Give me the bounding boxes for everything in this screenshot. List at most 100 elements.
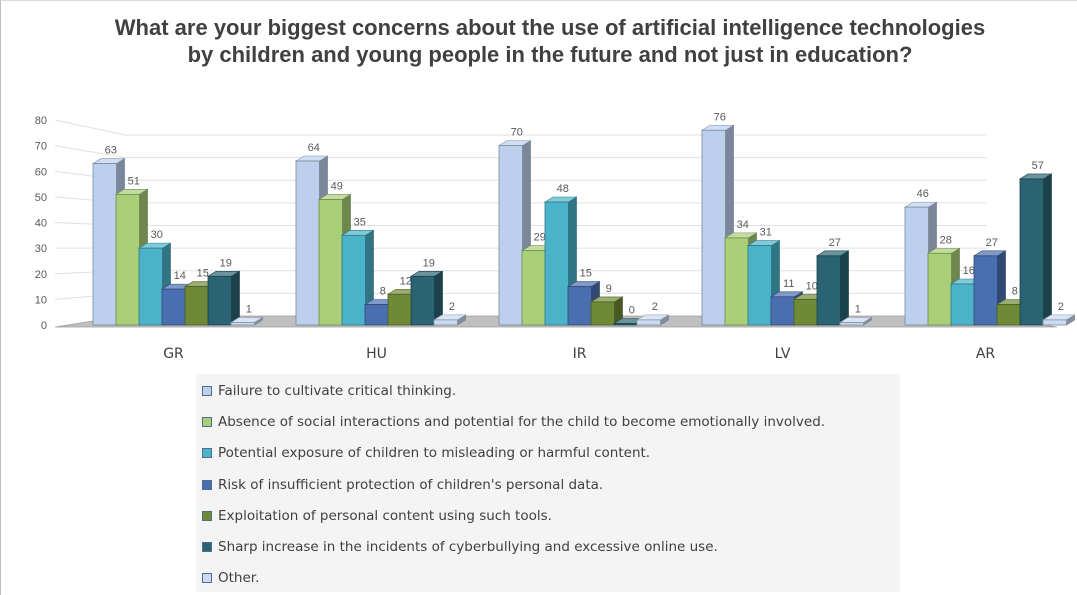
data-label: 2 <box>1058 301 1064 313</box>
data-label: 30 <box>151 229 163 241</box>
legend-swatch <box>202 510 212 521</box>
legend-swatch <box>202 479 212 490</box>
data-label: 19 <box>220 257 232 269</box>
bar-side <box>231 270 240 326</box>
data-label: 46 <box>917 188 929 200</box>
legend-label: Failure to cultivate critical thinking. <box>218 382 457 399</box>
data-label: 8 <box>380 286 386 298</box>
legend-label: Potential exposure of children to mislea… <box>218 445 651 462</box>
legend-item: Sharp increase in the incidents of cyber… <box>196 531 900 562</box>
data-label: 27 <box>986 237 998 249</box>
bar <box>746 240 781 326</box>
bar-front <box>230 322 255 326</box>
x-tick-label: GR <box>163 346 184 362</box>
legend-swatch <box>202 542 212 553</box>
legend-item: Potential exposure of children to mislea… <box>196 438 900 469</box>
data-label: 63 <box>105 145 117 157</box>
data-label: 2 <box>449 301 455 313</box>
legend-label: Sharp increase in the incidents of cyber… <box>218 539 718 556</box>
legend-label: Exploitation of personal content using s… <box>218 507 552 524</box>
data-label: 16 <box>963 265 975 277</box>
bar-front <box>950 283 975 326</box>
data-label: 27 <box>829 237 841 249</box>
bar-front <box>636 319 661 326</box>
data-label: 15 <box>197 268 209 280</box>
data-label: 28 <box>940 234 952 246</box>
legend-item: Exploitation of personal content using s… <box>196 500 900 531</box>
legend-label: Risk of insufficient protection of child… <box>218 476 604 493</box>
bar-front <box>115 193 140 326</box>
legend-swatch <box>202 416 212 427</box>
bar-front <box>521 250 546 326</box>
bar-front <box>161 288 186 326</box>
bar-front <box>747 245 772 326</box>
x-tick-label: LV <box>775 346 791 362</box>
bar <box>1041 314 1076 326</box>
data-label: 35 <box>354 216 366 228</box>
bar <box>432 314 467 326</box>
bar-side <box>840 250 849 326</box>
bar-front <box>410 275 435 326</box>
bar <box>815 250 850 326</box>
bar-front <box>92 163 117 326</box>
bar <box>1018 173 1053 326</box>
legend-label: Other. <box>218 570 260 587</box>
data-label: 9 <box>606 283 612 295</box>
bar <box>229 316 264 326</box>
bar-front <box>544 201 569 326</box>
bar <box>635 314 670 326</box>
bar-front <box>184 286 209 326</box>
bar <box>114 188 149 326</box>
y-tick-label: 60 <box>35 166 47 178</box>
bar-front <box>1019 178 1044 326</box>
legend-item: Risk of insufficient protection of child… <box>196 469 900 500</box>
data-label: 34 <box>737 219 749 231</box>
data-label: 51 <box>128 175 140 187</box>
bar-front <box>793 298 818 326</box>
data-label: 1 <box>246 303 252 315</box>
legend-label: Absence of social interactions and poten… <box>218 413 826 430</box>
y-tick-label: 70 <box>35 141 47 153</box>
data-label: 0 <box>629 305 635 317</box>
bar-side <box>1043 173 1052 326</box>
data-label: 2 <box>652 301 658 313</box>
data-label: 57 <box>1032 160 1044 172</box>
bar-front <box>839 322 864 326</box>
bar-front <box>295 160 320 326</box>
bar <box>409 270 444 326</box>
chart-title: What are your biggest concerns about the… <box>114 15 986 67</box>
bar-front <box>364 304 389 326</box>
legend-swatch <box>202 573 212 584</box>
data-label: 49 <box>331 180 343 192</box>
bar-front <box>567 286 592 326</box>
bar-front <box>207 275 232 326</box>
legend-item: Failure to cultivate critical thinking. <box>196 375 900 406</box>
bar-front <box>724 237 749 326</box>
data-label: 64 <box>308 142 320 154</box>
data-label: 29 <box>534 232 546 244</box>
data-label: 12 <box>400 275 412 287</box>
data-label: 8 <box>1012 286 1018 298</box>
bar-front <box>904 206 929 326</box>
bar-front <box>318 199 343 326</box>
legend-item: Absence of social interactions and poten… <box>196 406 900 437</box>
data-label: 70 <box>511 127 523 139</box>
bar-front <box>387 293 412 326</box>
bar <box>838 316 873 326</box>
x-tick-label: IR <box>573 346 587 362</box>
y-tick-label: 10 <box>35 294 47 306</box>
data-label: 19 <box>423 257 435 269</box>
data-label: 15 <box>580 268 592 280</box>
data-label: 48 <box>557 183 569 195</box>
bar-front <box>701 129 726 326</box>
data-label: 10 <box>806 280 818 292</box>
bar-front <box>613 323 638 326</box>
y-tick-label: 80 <box>35 115 47 127</box>
bar-front <box>996 304 1021 326</box>
data-label: 76 <box>714 111 726 123</box>
bar-front <box>341 234 366 326</box>
y-tick-label: 0 <box>41 320 47 332</box>
bar <box>206 270 241 326</box>
data-label: 14 <box>174 270 186 282</box>
